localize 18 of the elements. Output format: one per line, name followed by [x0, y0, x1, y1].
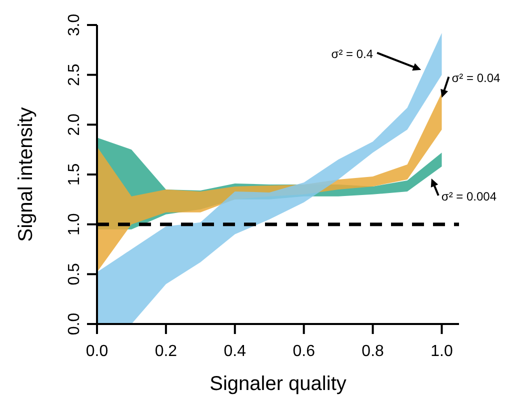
y-axis-title: Signal intensity [15, 107, 37, 242]
y-tick-label: 1.5 [66, 163, 83, 186]
x-tick-label: 0.8 [362, 343, 384, 360]
x-tick-label: 0.4 [224, 343, 246, 360]
x-tick-label: 1.0 [430, 343, 453, 360]
annotation: σ² = 0.004 [441, 189, 497, 204]
x-tick-label: 0.0 [86, 343, 108, 360]
annotation: σ² = 0.4 [331, 46, 374, 61]
y-tick-label: 3.0 [66, 14, 83, 36]
x-tick-label: 0.6 [292, 343, 316, 360]
y-tick-label: 2.5 [66, 64, 83, 86]
x-tick-label: 0.2 [154, 343, 178, 360]
y-tick-label: 0.5 [66, 262, 83, 286]
annotation: σ² = 0.04 [452, 70, 501, 85]
y-tick-label: 1.0 [66, 213, 83, 236]
y-tick-label: 0.0 [66, 312, 83, 336]
y-tick-label: 2.0 [66, 113, 83, 136]
x-axis-title: Signaler quality [210, 373, 346, 395]
